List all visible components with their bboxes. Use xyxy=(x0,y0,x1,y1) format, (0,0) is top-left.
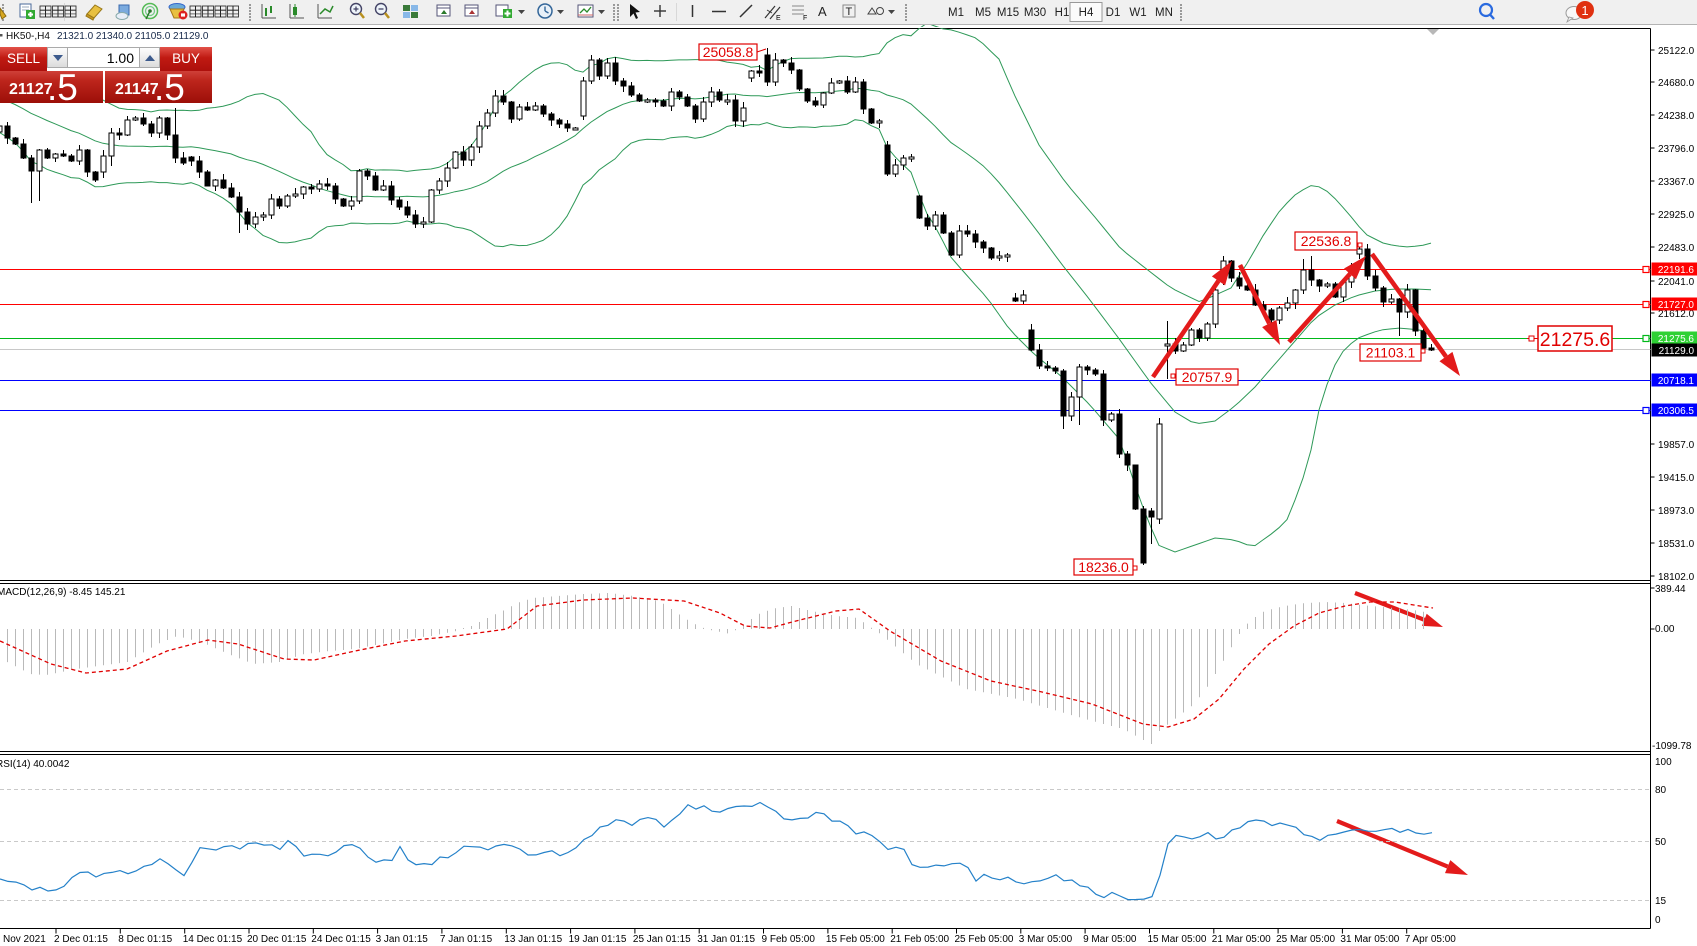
svg-text:18973.0: 18973.0 xyxy=(1658,506,1695,517)
svg-text:0.00: 0.00 xyxy=(1655,624,1675,635)
svg-text:21 Feb 05:00: 21 Feb 05:00 xyxy=(890,934,949,945)
svg-text:M5: M5 xyxy=(975,7,991,19)
svg-text:W1: W1 xyxy=(1129,7,1146,19)
svg-text:20757.9: 20757.9 xyxy=(1182,369,1233,385)
svg-text:MACD(12,26,9) -8.45 145.21: MACD(12,26,9) -8.45 145.21 xyxy=(0,587,126,598)
svg-text:HK50-,H4: HK50-,H4 xyxy=(6,31,50,42)
svg-text:7 Jan 01:15: 7 Jan 01:15 xyxy=(440,934,493,945)
svg-text:M30: M30 xyxy=(1024,7,1046,19)
svg-text:18236.0: 18236.0 xyxy=(1078,559,1129,575)
svg-text:25 Jan 01:15: 25 Jan 01:15 xyxy=(633,934,691,945)
svg-text:19415.0: 19415.0 xyxy=(1658,473,1695,484)
svg-text:389.44: 389.44 xyxy=(1655,584,1686,595)
svg-text:20306.5: 20306.5 xyxy=(1658,406,1695,417)
svg-text:23796.0: 23796.0 xyxy=(1658,144,1695,155)
svg-text:22536.8: 22536.8 xyxy=(1301,233,1352,249)
svg-text:9 Mar 05:00: 9 Mar 05:00 xyxy=(1083,934,1137,945)
svg-text:A: A xyxy=(818,4,827,19)
svg-text:22925.0: 22925.0 xyxy=(1658,210,1695,221)
svg-text:31 Jan 01:15: 31 Jan 01:15 xyxy=(697,934,755,945)
svg-text:23367.0: 23367.0 xyxy=(1658,177,1695,188)
svg-text:2 Dec 01:15: 2 Dec 01:15 xyxy=(54,934,108,945)
svg-text:25 Mar 05:00: 25 Mar 05:00 xyxy=(1276,934,1335,945)
svg-text:15: 15 xyxy=(1655,896,1667,907)
svg-text:M1: M1 xyxy=(948,7,964,19)
svg-text:Nov 2021: Nov 2021 xyxy=(3,934,46,945)
svg-text:18531.0: 18531.0 xyxy=(1658,539,1695,550)
svg-text:7 Apr 05:00: 7 Apr 05:00 xyxy=(1405,934,1457,945)
svg-text:M15: M15 xyxy=(997,7,1019,19)
svg-text:24 Dec 01:15: 24 Dec 01:15 xyxy=(311,934,371,945)
svg-text:RSI(14) 40.0042: RSI(14) 40.0042 xyxy=(0,759,70,770)
svg-text:3 Mar 05:00: 3 Mar 05:00 xyxy=(1019,934,1073,945)
svg-text:20718.1: 20718.1 xyxy=(1658,376,1695,387)
svg-text:3 Jan 01:15: 3 Jan 01:15 xyxy=(376,934,429,945)
svg-text:8 Dec 01:15: 8 Dec 01:15 xyxy=(118,934,172,945)
svg-text:19857.0: 19857.0 xyxy=(1658,440,1695,451)
svg-text:15 Feb 05:00: 15 Feb 05:00 xyxy=(826,934,885,945)
svg-text:14 Dec 01:15: 14 Dec 01:15 xyxy=(183,934,243,945)
svg-text:25122.0: 25122.0 xyxy=(1658,46,1695,57)
svg-text:100: 100 xyxy=(1655,757,1672,768)
svg-text:0: 0 xyxy=(1655,915,1661,926)
svg-text:80: 80 xyxy=(1655,785,1667,796)
svg-text:1: 1 xyxy=(1581,3,1588,18)
svg-text:21275.6: 21275.6 xyxy=(1540,329,1611,351)
svg-text:15 Mar 05:00: 15 Mar 05:00 xyxy=(1148,934,1207,945)
svg-text:22483.0: 22483.0 xyxy=(1658,243,1695,254)
svg-text:24238.0: 24238.0 xyxy=(1658,111,1695,122)
svg-text:50: 50 xyxy=(1655,837,1667,848)
svg-text:T: T xyxy=(846,6,853,18)
svg-text:31 Mar 05:00: 31 Mar 05:00 xyxy=(1340,934,1399,945)
svg-text:22191.6: 22191.6 xyxy=(1658,265,1695,276)
svg-text:21103.1: 21103.1 xyxy=(1366,345,1416,361)
svg-text:21612.0: 21612.0 xyxy=(1658,309,1695,320)
svg-text:21275.6: 21275.6 xyxy=(1658,334,1695,345)
svg-text:22041.0: 22041.0 xyxy=(1658,277,1695,288)
svg-text:21129.0: 21129.0 xyxy=(1659,346,1695,357)
svg-text:21727.0: 21727.0 xyxy=(1658,300,1695,311)
svg-text:H1: H1 xyxy=(1055,7,1070,19)
svg-text:19 Jan 01:15: 19 Jan 01:15 xyxy=(569,934,627,945)
svg-text:13 Jan 01:15: 13 Jan 01:15 xyxy=(504,934,562,945)
svg-text:20 Dec 01:15: 20 Dec 01:15 xyxy=(247,934,307,945)
svg-text:21321.0 21340.0 21105.0 21129.: 21321.0 21340.0 21105.0 21129.0 xyxy=(57,31,209,42)
svg-text:H4: H4 xyxy=(1079,7,1094,19)
svg-text:21 Mar 05:00: 21 Mar 05:00 xyxy=(1212,934,1271,945)
svg-text:F: F xyxy=(803,15,807,22)
svg-text:9 Feb 05:00: 9 Feb 05:00 xyxy=(762,934,816,945)
svg-text:D1: D1 xyxy=(1106,7,1121,19)
svg-text:25 Feb 05:00: 25 Feb 05:00 xyxy=(955,934,1014,945)
svg-text:-1099.78: -1099.78 xyxy=(1652,741,1692,752)
svg-text:E: E xyxy=(776,15,781,22)
svg-text:18102.0: 18102.0 xyxy=(1658,572,1695,583)
svg-text:MN: MN xyxy=(1155,7,1173,19)
svg-text:25058.8: 25058.8 xyxy=(703,44,754,60)
svg-text:24680.0: 24680.0 xyxy=(1658,78,1695,89)
